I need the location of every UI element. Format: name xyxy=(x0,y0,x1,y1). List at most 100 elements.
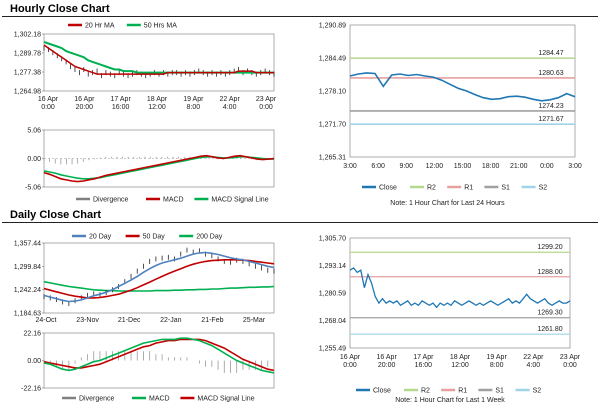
hourly-hour-xtick-label: 18:00 xyxy=(482,163,500,170)
hourly-ma-xtick-label: 12:00 xyxy=(148,104,166,111)
hourly-hour-xtick-label: 6:00 xyxy=(371,163,385,170)
daily-ma20-line xyxy=(43,251,275,303)
hourly-ma-frame xyxy=(43,33,275,92)
hourly-hour-level-label: 1271.67 xyxy=(538,116,563,123)
daily-week-level-label: 1269.30 xyxy=(537,310,562,317)
hourly-hour-ytick-label: 1,265.31 xyxy=(319,155,346,162)
hourly-ma-ytick-label: 1,264.98 xyxy=(14,89,41,96)
hourly-ma-xtick-label: 23 Apr xyxy=(256,96,277,103)
hourly-hour-close-line xyxy=(349,72,576,102)
daily-ma-xtick-label: 21-Feb xyxy=(201,317,223,324)
daily-week-xtick-label: 18 Apr xyxy=(450,354,471,361)
daily-week-xtick-label: 16 Apr xyxy=(377,354,398,361)
daily-week-xtick-label: 19 Apr xyxy=(487,354,508,361)
hourly-macd-ytick-label: -5.06 xyxy=(25,185,41,192)
hourly-hour-legend-entry: Close xyxy=(379,185,397,192)
hourly-hour-xtick-label: 15:00 xyxy=(454,163,472,170)
hourly-hour-legend-entry: R2 xyxy=(427,185,436,192)
hourly-hour-xtick-label: 0:00 xyxy=(540,163,554,170)
daily-week-legend-entry: Close xyxy=(373,388,391,395)
daily-week-ytick-label: 1,280.59 xyxy=(319,291,346,298)
daily-week-legend-entry: S2 xyxy=(533,388,542,395)
hourly-hour-legend-entry: R1 xyxy=(464,185,473,192)
hourly-ma-xtick-label: 4:00 xyxy=(223,104,237,111)
daily-macd-ytick-label: 0.00 xyxy=(27,358,41,365)
daily-week-xtick-label: 16 Apr xyxy=(340,354,361,361)
hourly-ma-xtick-label: 19 Apr xyxy=(183,96,204,103)
hourly-hour-ytick-label: 1,284.49 xyxy=(319,56,346,63)
daily-section-title: Daily Close Chart xyxy=(10,209,102,221)
hourly-ma-ytick-label: 1,302.18 xyxy=(14,32,41,39)
hourly-macd-ytick-label: 0.00 xyxy=(27,156,41,163)
daily-divider xyxy=(2,222,598,223)
hourly-hour-level-label: 1280.63 xyxy=(538,70,563,77)
hourly-ma-legend-entry: 20 Hr MA xyxy=(85,23,115,30)
daily-ma-xtick-label: 25-Mar xyxy=(243,317,266,324)
hourly-ma-xtick-label: 16:00 xyxy=(112,104,130,111)
hourly-ma-xtick-label: 22 Apr xyxy=(220,96,241,103)
daily-week-ytick-label: 1,305.70 xyxy=(319,236,346,243)
daily-ma-ytick-label: 1,184.63 xyxy=(14,311,41,318)
daily-week-level-label: 1261.80 xyxy=(537,326,562,333)
hourly-section-title: Hourly Close Chart xyxy=(10,3,110,15)
hourly-hour-xtick-label: 3:00 xyxy=(568,163,582,170)
daily-ma-ytick-label: 1,242.24 xyxy=(14,287,41,294)
daily-ma200-line xyxy=(43,280,275,292)
daily-macd-legend-entry: MACD xyxy=(149,396,170,403)
daily-ma-legend-entry: 50 Day xyxy=(143,234,166,241)
hourly-macd-legend-entry: MACD xyxy=(163,197,184,204)
hourly-divider xyxy=(2,16,598,17)
hourly-hour-ytick-label: 1,278.10 xyxy=(319,89,346,96)
hourly-hour-level-label: 1284.47 xyxy=(538,50,563,57)
daily-macd-frame xyxy=(43,332,275,389)
hourly-ma-xtick-label: 0:00 xyxy=(259,104,273,111)
hourly-ma-xtick-label: 20:00 xyxy=(76,104,94,111)
hourly-ma-legend-entry: 50 Hrs MA xyxy=(144,23,177,30)
daily-week-close-line xyxy=(349,267,571,309)
hourly-hour-ytick-label: 1,290.89 xyxy=(319,23,346,30)
hourly-hour-xtick-label: 9:00 xyxy=(399,163,413,170)
daily-ma50-line xyxy=(43,258,275,299)
daily-macd-line xyxy=(43,337,275,374)
daily-week-xtick-label: 20:00 xyxy=(378,362,396,369)
daily-week-xtick-label: 23 Apr xyxy=(560,354,581,361)
daily-ma-ytick-label: 1,357.44 xyxy=(14,241,41,248)
daily-macd-legend-entry: Divergence xyxy=(79,396,115,403)
hourly-hour-level-label: 1274.23 xyxy=(538,103,563,110)
daily-week-xtick-label: 16:00 xyxy=(415,362,433,369)
hourly-ma-xtick-label: 16 Apr xyxy=(38,96,59,103)
hourly-hour-ytick-label: 1,271.70 xyxy=(319,122,346,129)
daily-macd-legend-entry: MACD Signal Line xyxy=(197,396,254,403)
hourly-macd-signal-line xyxy=(43,156,274,180)
hourly-ma-xtick-label: 8:00 xyxy=(187,104,201,111)
hourly-hour-legend-entry: S1 xyxy=(501,185,510,192)
daily-ma-frame xyxy=(43,242,275,314)
daily-ma-xtick-label: 22-Jan xyxy=(160,317,182,324)
daily-ma-legend-entry: 20 Day xyxy=(89,234,112,241)
daily-ma-xtick-label: 23-Nov xyxy=(76,317,99,324)
hourly-hour-xtick-label: 21:00 xyxy=(510,163,528,170)
hourly-macd-ytick-label: 5.06 xyxy=(27,128,41,135)
daily-ma-ytick-label: 1,299.84 xyxy=(14,264,41,271)
daily-week-xtick-label: 8:00 xyxy=(490,362,504,369)
daily-week-xtick-label: 22 Apr xyxy=(523,354,544,361)
daily-week-legend-entry: R1 xyxy=(458,388,467,395)
hourly-ma20-line xyxy=(43,44,274,75)
hourly-hour-note: Note: 1 Hour Chart for Last 24 Hours xyxy=(390,200,505,207)
daily-week-xtick-label: 0:00 xyxy=(563,362,577,369)
hourly-ma-xtick-label: 16 Apr xyxy=(74,96,95,103)
daily-ma-legend-entry: 200 Day xyxy=(196,234,223,241)
daily-week-frame xyxy=(349,237,571,349)
daily-week-level-label: 1288.00 xyxy=(537,269,562,276)
daily-macd-signal-line xyxy=(43,338,275,372)
daily-week-xtick-label: 12:00 xyxy=(451,362,469,369)
daily-macd-ytick-label: 22.16 xyxy=(23,331,41,338)
daily-week-legend-entry: R2 xyxy=(421,388,430,395)
daily-week-ytick-label: 1,268.04 xyxy=(319,318,346,325)
hourly-ma-xtick-label: 18 Apr xyxy=(147,96,168,103)
hourly-hour-xtick-label: 12:00 xyxy=(426,163,444,170)
hourly-ma-ytick-label: 1,277.38 xyxy=(14,70,41,77)
daily-week-level-label: 1299.20 xyxy=(537,244,562,251)
daily-week-ytick-label: 1,293.14 xyxy=(319,263,346,270)
hourly-hour-frame xyxy=(349,24,576,158)
